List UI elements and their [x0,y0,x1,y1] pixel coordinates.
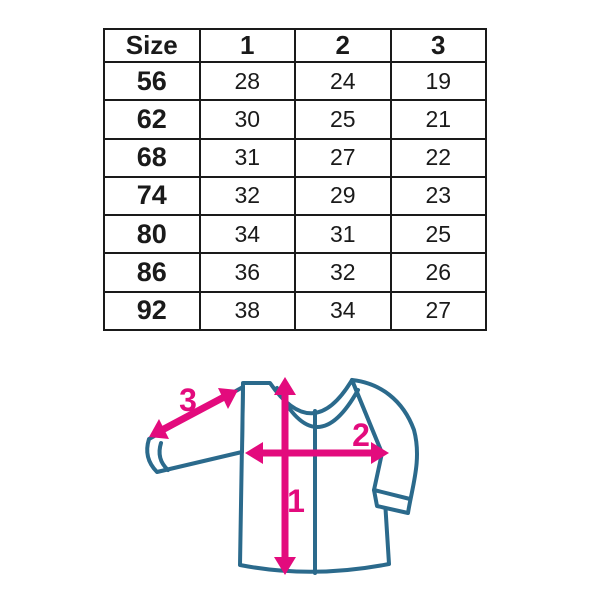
measurement-cell: 21 [389,99,487,140]
length-arrowhead-bottom [274,557,296,575]
header-measure-3: 3 [389,28,487,63]
chest-arrowhead-left [245,442,263,464]
measurement-cell: 29 [294,175,392,217]
table-row: 80 34 31 25 [103,214,487,255]
chest-arrowhead-right [371,442,389,464]
size-chart-table: Size 1 2 3 56 28 24 19 62 30 25 21 68 31 [103,28,487,332]
table-row: 74 32 29 23 [103,175,487,217]
table-row: 92 38 34 27 [103,290,487,332]
header-measure-1: 1 [198,28,296,63]
size-cell: 56 [103,60,201,102]
measurement-cell: 24 [294,60,392,102]
size-cell: 74 [103,175,201,217]
length-arrowhead-top [274,377,296,395]
measurement-labels: 1 2 3 [179,382,370,519]
size-cell: 62 [103,99,201,140]
left-sleeve-outline [145,385,245,474]
measurement-cell: 31 [294,214,392,255]
table-row: 68 31 27 22 [103,137,487,178]
size-cell: 80 [103,214,201,255]
measurement-arrow-lines [160,391,375,561]
measurement-cell: 38 [198,290,296,332]
table-row: 56 28 24 19 [103,60,487,102]
size-cell: 86 [103,252,201,293]
measurement-cell: 34 [198,214,296,255]
measurement-cell: 34 [294,290,392,332]
sleeve-length-measure-label: 3 [179,382,197,418]
right-cuff-line [372,488,412,501]
measurement-cell: 32 [294,252,392,293]
chest-width-measure-label: 2 [352,417,370,453]
size-cell: 68 [103,137,201,178]
table-row: 62 30 25 21 [103,99,487,140]
measurement-cell: 25 [389,214,487,255]
table-row: 86 36 32 26 [103,252,487,293]
size-cell: 92 [103,290,201,332]
sleeve-arrowhead-left [149,419,169,439]
measurement-cell: 25 [294,99,392,140]
measurement-cell: 31 [198,137,296,178]
sleeve-arrow-line [160,392,228,434]
right-sleeve-outline [350,378,419,515]
measurement-cell: 27 [389,290,487,332]
header-size: Size [103,28,201,63]
measurement-cell: 30 [198,99,296,140]
measurement-cell: 36 [198,252,296,293]
left-cuff-line [157,441,170,472]
measurement-cell: 22 [389,137,487,178]
measurement-arrowheads [149,377,389,575]
jacket-outline [145,378,419,575]
header-measure-2: 2 [294,28,392,63]
measurement-cell: 19 [389,60,487,102]
size-chart-header-row: Size 1 2 3 [103,28,487,63]
measurement-cell: 28 [198,60,296,102]
measurement-cell: 32 [198,175,296,217]
length-measure-label: 1 [287,483,305,519]
measurement-cell: 26 [389,252,487,293]
measurement-cell: 23 [389,175,487,217]
sleeve-arrowhead-right [218,388,238,409]
measurement-cell: 27 [294,137,392,178]
